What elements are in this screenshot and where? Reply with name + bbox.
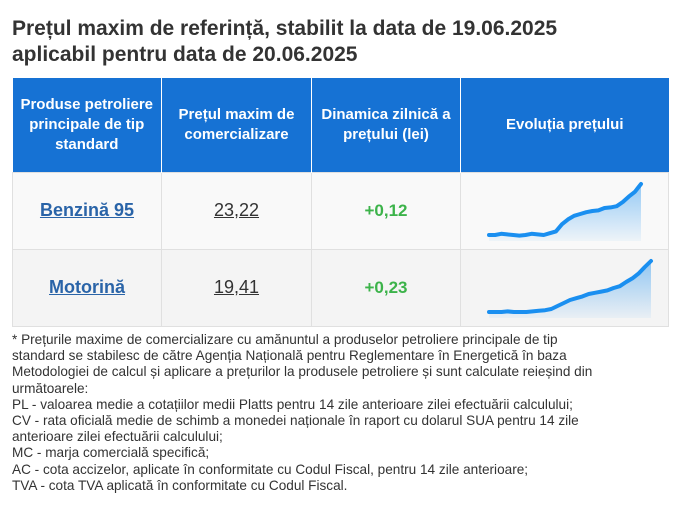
note-line: CV - rata oficială medie de schimb a mon… [12, 413, 579, 429]
note-line: AC - cota accizelor, aplicate în conform… [12, 461, 529, 477]
title-line-1: Prețul maxim de referință, stabilit la d… [12, 17, 558, 40]
header-daily-change: Dinamica zilnică a prețului (lei) [311, 78, 461, 172]
sparkline-line [487, 258, 653, 314]
sparkline-line [487, 181, 643, 238]
product-cell: Benzină 95 [12, 171, 162, 250]
sparkline-chart-benzina [487, 181, 643, 241]
note-line: * Prețurile maxime de comercializare cu … [12, 332, 558, 347]
header-max-price: Prețul maxim de comercializare [161, 78, 312, 172]
note-line: TVA - cota TVA aplicată în conformitate … [12, 477, 348, 493]
delta-cell: +0,12 [311, 171, 461, 250]
table-row: Motorină 19,41 +0,23 [12, 248, 669, 327]
daily-change-value: +0,23 [364, 277, 408, 297]
price-table: Produse petroliere principale de tip sta… [12, 78, 669, 327]
header-product: Produse petroliere principale de tip sta… [12, 78, 162, 172]
sparkline-chart-motorina [487, 258, 653, 318]
table-header-row: Produse petroliere principale de tip sta… [12, 78, 669, 172]
note-line: anterioare zilei efectuării calculului; [12, 429, 223, 445]
product-cell: Motorină [12, 248, 162, 327]
product-link-benzina-95[interactable]: Benzină 95 [39, 200, 135, 220]
delta-cell: +0,23 [311, 248, 461, 327]
daily-change-value: +0,12 [364, 200, 408, 220]
title-line-2: aplicabil pentru data de 20.06.2025 [12, 43, 358, 66]
methodology-note: * Prețurile maxime de comercializare cu … [12, 332, 682, 494]
note-line: standard se stabilesc de către Agenția N… [12, 348, 567, 364]
price-cell: 19,41 [161, 248, 312, 327]
sparkline-area [489, 260, 651, 318]
max-price-value: 19,41 [213, 277, 260, 297]
header-price-evolution: Evoluția prețului [460, 78, 669, 172]
max-price-value: 23,22 [213, 200, 260, 220]
note-line: PL - valoarea medie a cotațiilor medii P… [12, 396, 573, 412]
page-title: Prețul maxim de referință, stabilit la d… [12, 16, 672, 68]
note-line: MC - marja comercială specifică; [12, 445, 210, 461]
table-row: Benzină 95 23,22 +0,12 [12, 171, 669, 250]
sparkline-cell [460, 171, 669, 250]
product-link-motorina[interactable]: Motorină [49, 277, 125, 297]
sparkline-area [489, 183, 641, 241]
note-line: Metodologiei de calcul și aplicare a pre… [12, 364, 593, 380]
sparkline-cell [460, 248, 669, 327]
price-cell: 23,22 [161, 171, 312, 250]
note-line: următoarele: [12, 380, 89, 396]
